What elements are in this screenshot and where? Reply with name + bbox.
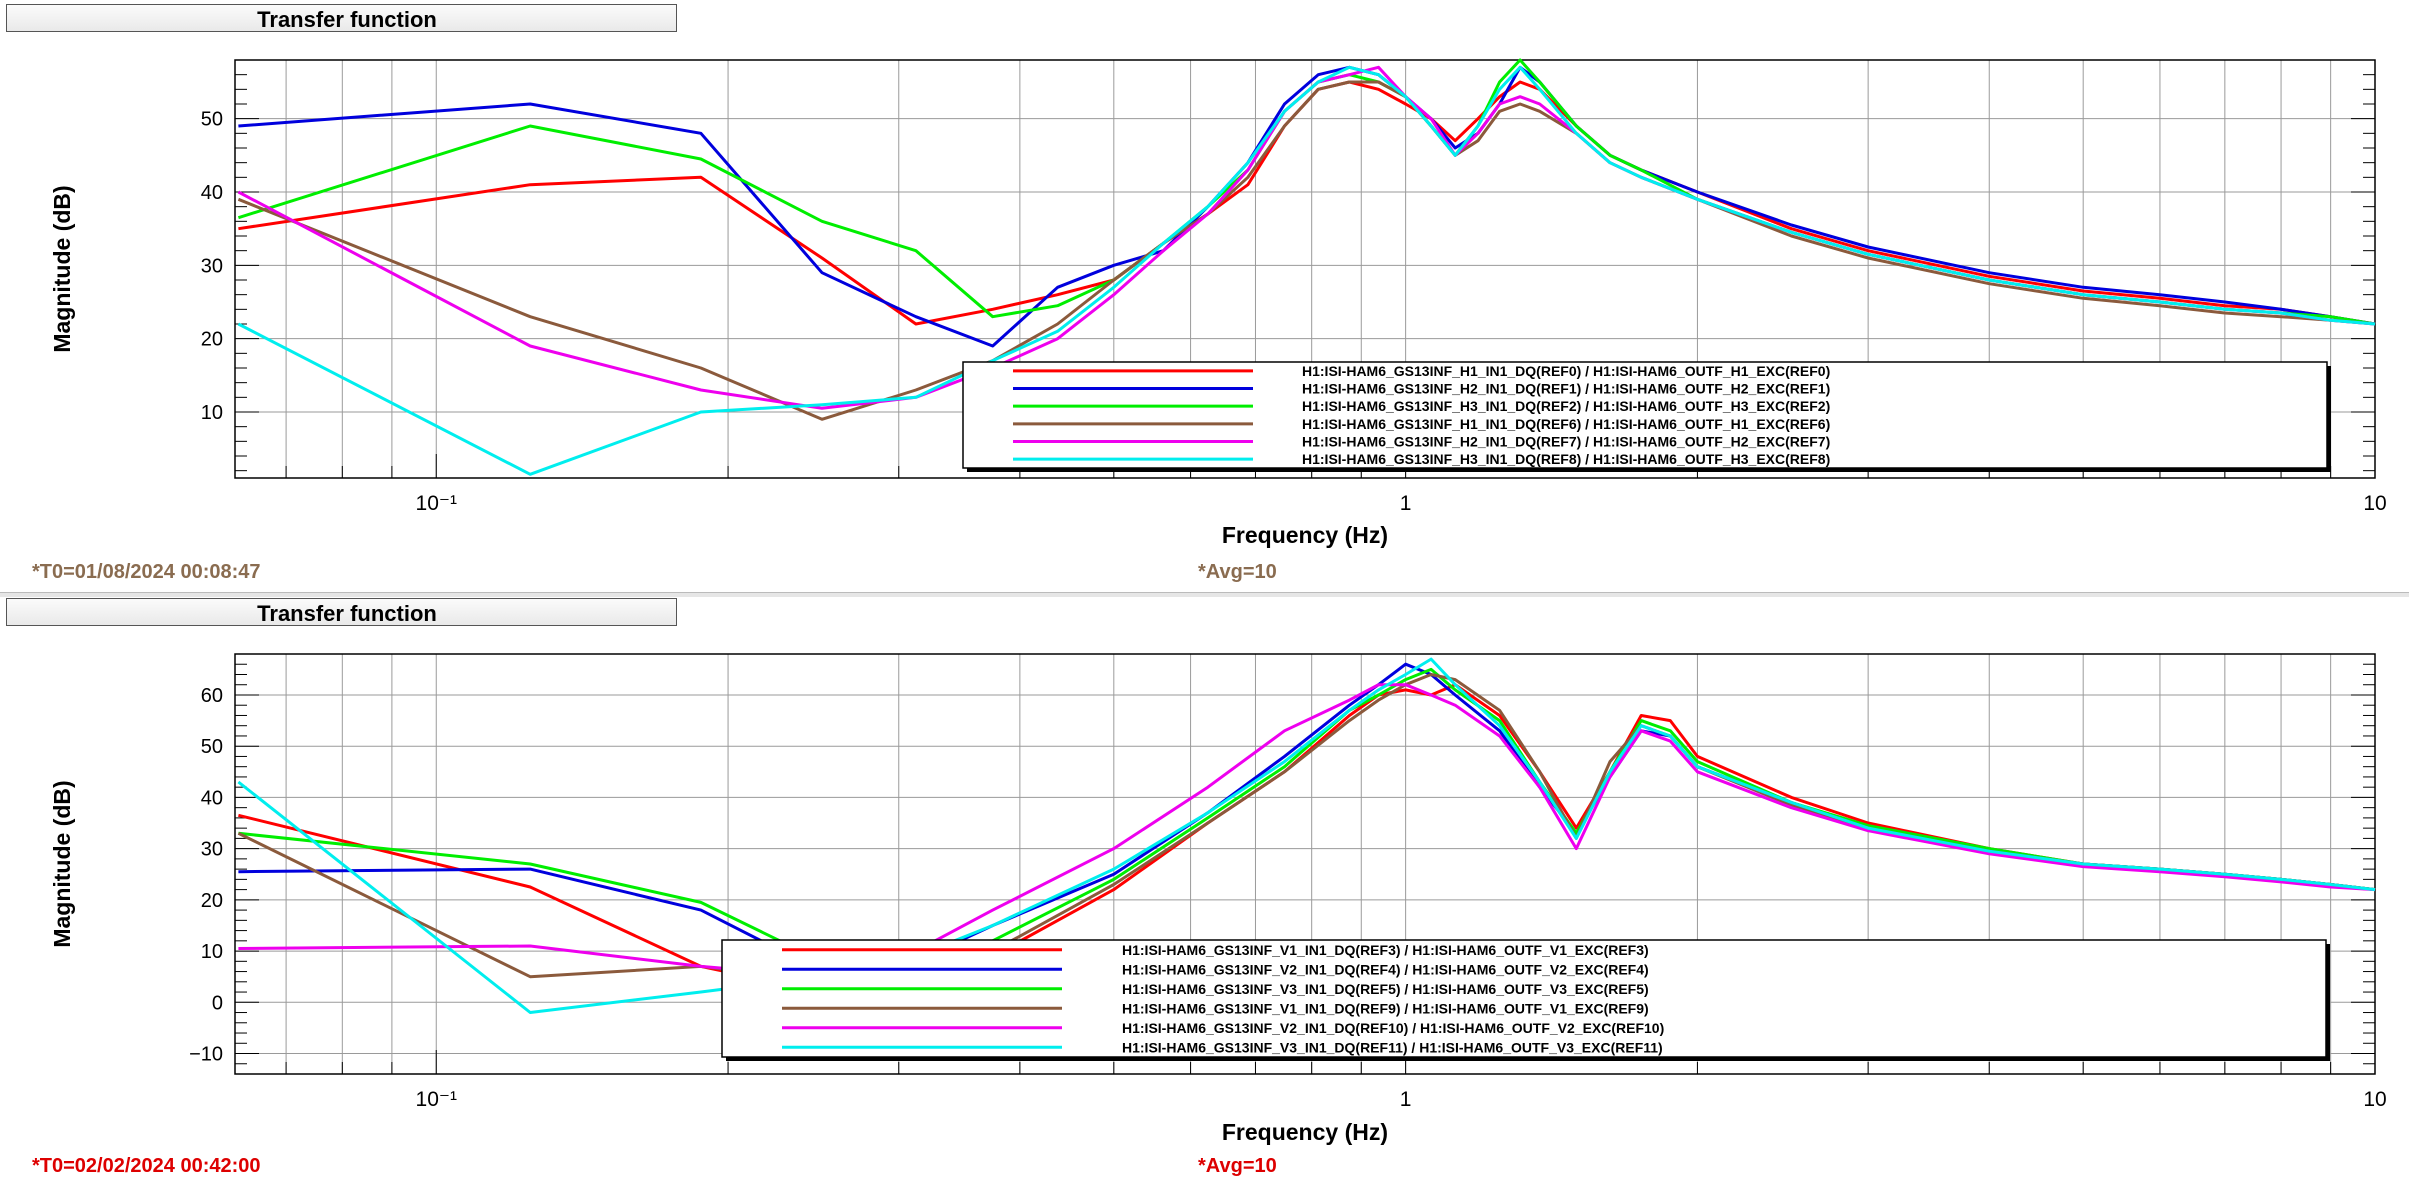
panel-title: Transfer function — [257, 601, 437, 626]
grid — [235, 60, 2375, 478]
magnitude-plot-1[interactable]: H1:ISI-HAM6_GS13INF_H1_IN1_DQ(REF0) / H1… — [0, 0, 2409, 594]
y-tick-label: 40 — [201, 182, 223, 204]
plot-frame — [234, 653, 2376, 1075]
series-line-0 — [238, 80, 2376, 326]
footer-avg: *Avg=10 — [1198, 561, 1277, 583]
footer-t0: *T0=01/08/2024 00:08:47 — [32, 561, 261, 583]
series-line-1 — [238, 65, 2376, 348]
footer-t0: *T0=02/02/2024 00:42:00 — [32, 1155, 261, 1177]
x-tick-label: 1 — [1400, 492, 1412, 515]
legend-label-1: H1:ISI-HAM6_GS13INF_H2_IN1_DQ(REF1) / H1… — [1302, 381, 1830, 397]
y-tick-label: 30 — [201, 839, 223, 861]
y-tick-label: 50 — [201, 736, 223, 758]
legend-box — [962, 361, 2328, 469]
x-tick-label: 10⁻¹ — [416, 1088, 457, 1111]
legend-label-0: H1:ISI-HAM6_GS13INF_V1_IN1_DQ(REF3) / H1… — [1122, 942, 1649, 958]
legend: H1:ISI-HAM6_GS13INF_V1_IN1_DQ(REF3) / H1… — [721, 939, 2330, 1061]
x-tick-label: 1 — [1400, 1088, 1412, 1111]
legend-label-5: H1:ISI-HAM6_GS13INF_H3_IN1_DQ(REF8) / H1… — [1302, 451, 1830, 467]
y-tick-label: −10 — [189, 1044, 223, 1066]
panel-separator — [0, 592, 2409, 597]
y-tick-label: 20 — [201, 890, 223, 912]
x-tick-label: 10⁻¹ — [416, 492, 457, 515]
panel-title: Transfer function — [257, 7, 437, 32]
legend-label-3: H1:ISI-HAM6_GS13INF_H1_IN1_DQ(REF6) / H1… — [1302, 416, 1830, 432]
series-line-4 — [238, 683, 2376, 979]
magnitude-plot-2[interactable]: H1:ISI-HAM6_GS13INF_V1_IN1_DQ(REF3) / H1… — [0, 594, 2409, 1185]
legend-box — [721, 939, 2327, 1058]
y-axis-label: Magnitude (dB) — [49, 780, 75, 947]
transfer-function-panel-2: Transfer function H1:ISI-HAM6_GS13INF_V1… — [0, 594, 2409, 1185]
legend-label-3: H1:ISI-HAM6_GS13INF_V1_IN1_DQ(REF9) / H1… — [1122, 1000, 1649, 1016]
y-tick-label: 30 — [201, 255, 223, 277]
legend-label-5: H1:ISI-HAM6_GS13INF_V3_IN1_DQ(REF11) / H… — [1122, 1039, 1663, 1055]
legend: H1:ISI-HAM6_GS13INF_H1_IN1_DQ(REF0) / H1… — [962, 361, 2331, 472]
x-axis-label: Frequency (Hz) — [1222, 522, 1388, 548]
series-line-5 — [237, 657, 2376, 1014]
y-tick-label: 40 — [201, 787, 223, 809]
y-tick-label: 60 — [201, 685, 223, 707]
legend-label-1: H1:ISI-HAM6_GS13INF_V2_IN1_DQ(REF4) / H1… — [1122, 961, 1649, 977]
y-axis-label: Magnitude (dB) — [49, 185, 75, 352]
y-tick-label: 10 — [201, 402, 223, 424]
x-tick-label: 10 — [2363, 492, 2386, 515]
series-group — [237, 58, 2376, 476]
x-axis-label: Frequency (Hz) — [1222, 1119, 1388, 1145]
y-tick-label: 10 — [201, 941, 223, 963]
transfer-function-panel-1: Transfer function H1:ISI-HAM6_GS13INF_H1… — [0, 0, 2409, 594]
legend-label-2: H1:ISI-HAM6_GS13INF_H3_IN1_DQ(REF2) / H1… — [1302, 398, 1830, 414]
y-tick-label: 50 — [201, 109, 223, 131]
plot-frame — [234, 59, 2376, 479]
y-tick-label: 0 — [212, 992, 223, 1014]
legend-label-4: H1:ISI-HAM6_GS13INF_H2_IN1_DQ(REF7) / H1… — [1302, 434, 1830, 450]
x-tick-label: 10 — [2363, 1088, 2386, 1111]
legend-label-4: H1:ISI-HAM6_GS13INF_V2_IN1_DQ(REF10) / H… — [1122, 1020, 1664, 1036]
series-line-5 — [237, 65, 2376, 476]
y-tick-label: 20 — [201, 329, 223, 351]
footer-avg: *Avg=10 — [1198, 1155, 1277, 1177]
legend-label-2: H1:ISI-HAM6_GS13INF_V3_IN1_DQ(REF5) / H1… — [1122, 981, 1649, 997]
legend-label-0: H1:ISI-HAM6_GS13INF_H1_IN1_DQ(REF0) / H1… — [1302, 363, 1830, 379]
panel-title-bar[interactable]: Transfer function — [6, 4, 677, 32]
panel-title-bar[interactable]: Transfer function — [6, 598, 677, 626]
